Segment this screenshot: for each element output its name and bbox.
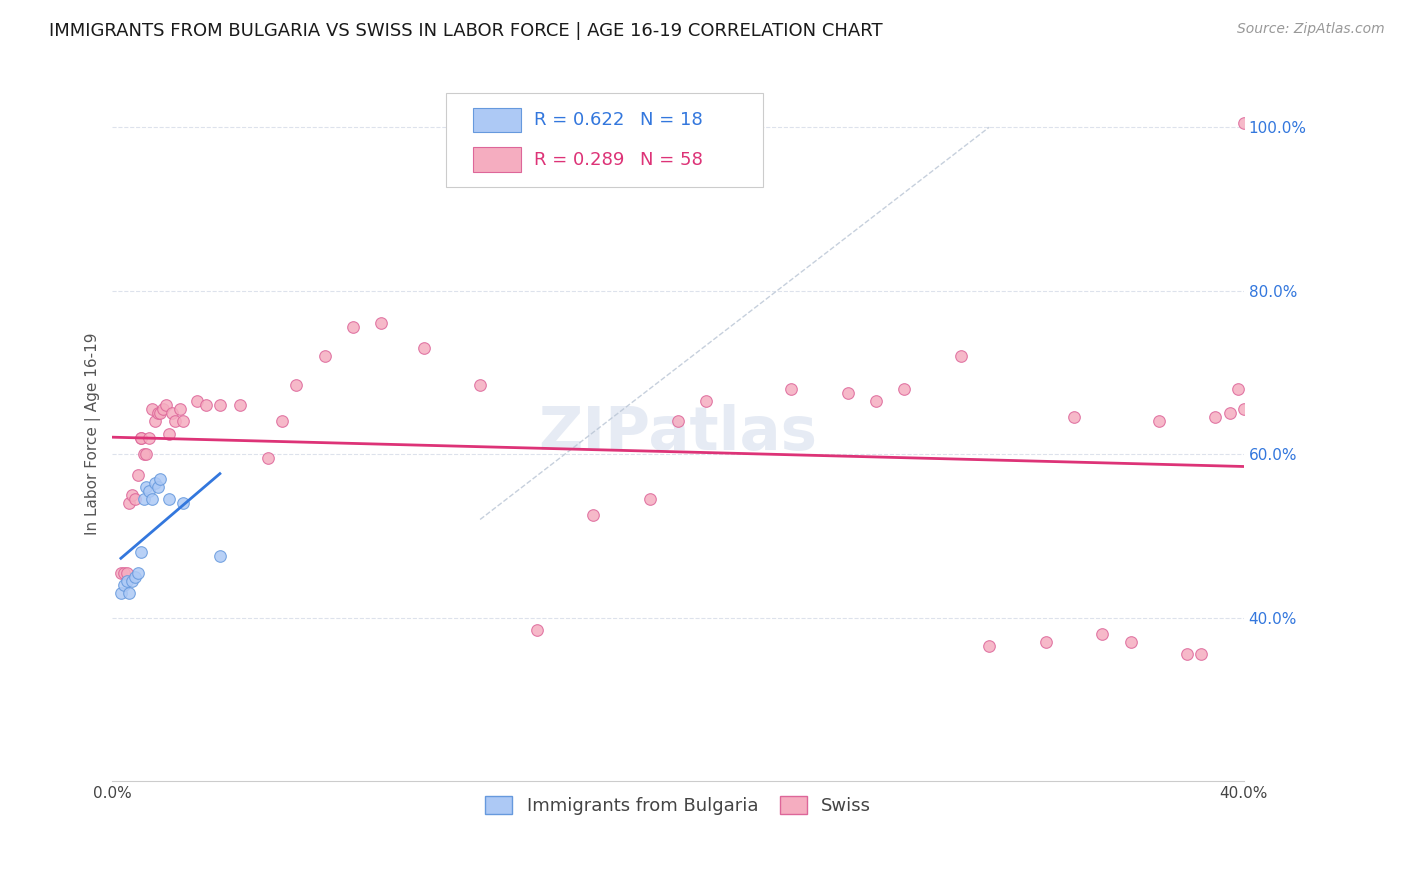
Point xyxy=(127,467,149,482)
Point xyxy=(129,545,152,559)
Point xyxy=(979,639,1001,653)
Point xyxy=(143,414,166,428)
Point xyxy=(157,491,180,506)
Point xyxy=(129,431,152,445)
Point xyxy=(1063,410,1085,425)
Point xyxy=(1035,635,1057,649)
Point xyxy=(129,431,152,445)
Point xyxy=(949,349,972,363)
Point xyxy=(118,586,141,600)
Point xyxy=(121,574,143,588)
Point xyxy=(582,508,605,523)
Point xyxy=(666,414,689,428)
Point xyxy=(837,385,859,400)
Point xyxy=(124,570,146,584)
Point xyxy=(1227,382,1250,396)
Point xyxy=(1091,627,1114,641)
Point xyxy=(314,349,336,363)
Point xyxy=(149,472,172,486)
Point xyxy=(526,623,548,637)
Point xyxy=(1189,648,1212,662)
Text: ZIPatlas: ZIPatlas xyxy=(538,404,818,463)
Point xyxy=(141,402,163,417)
FancyBboxPatch shape xyxy=(446,94,763,187)
Point xyxy=(115,574,138,588)
Point xyxy=(163,414,186,428)
Point xyxy=(146,406,169,420)
Point xyxy=(1219,406,1241,420)
Point xyxy=(155,398,177,412)
Point xyxy=(695,394,717,409)
Point xyxy=(228,398,250,412)
Point xyxy=(132,447,155,461)
Point xyxy=(112,578,135,592)
Point xyxy=(468,377,491,392)
Point xyxy=(186,394,208,409)
Point xyxy=(138,483,160,498)
Point xyxy=(271,414,294,428)
Point xyxy=(141,491,163,506)
Point xyxy=(208,398,231,412)
Point xyxy=(115,566,138,580)
Point xyxy=(1147,414,1170,428)
Point xyxy=(370,317,392,331)
Point xyxy=(135,480,157,494)
Point xyxy=(118,496,141,510)
Point xyxy=(1175,648,1198,662)
Point xyxy=(121,488,143,502)
FancyBboxPatch shape xyxy=(474,147,520,172)
Text: N = 18: N = 18 xyxy=(640,111,703,128)
Point xyxy=(342,320,364,334)
Point xyxy=(127,566,149,580)
Point xyxy=(257,451,280,466)
Text: R = 0.289: R = 0.289 xyxy=(534,151,624,169)
Text: IMMIGRANTS FROM BULGARIA VS SWISS IN LABOR FORCE | AGE 16-19 CORRELATION CHART: IMMIGRANTS FROM BULGARIA VS SWISS IN LAB… xyxy=(49,22,883,40)
Point xyxy=(152,402,174,417)
Point xyxy=(132,491,155,506)
Point xyxy=(865,394,887,409)
Point xyxy=(1205,410,1227,425)
Point xyxy=(124,491,146,506)
Point xyxy=(112,566,135,580)
Point xyxy=(638,491,661,506)
Point xyxy=(172,496,194,510)
Point xyxy=(194,398,217,412)
Point xyxy=(169,402,191,417)
Text: R = 0.622: R = 0.622 xyxy=(534,111,624,128)
Point xyxy=(146,480,169,494)
Point xyxy=(285,377,308,392)
Point xyxy=(110,586,132,600)
Text: N = 58: N = 58 xyxy=(640,151,703,169)
Text: Source: ZipAtlas.com: Source: ZipAtlas.com xyxy=(1237,22,1385,37)
Point xyxy=(157,426,180,441)
Point xyxy=(412,341,434,355)
Legend: Immigrants from Bulgaria, Swiss: Immigrants from Bulgaria, Swiss xyxy=(477,787,880,824)
Point xyxy=(208,549,231,564)
Point xyxy=(110,566,132,580)
Point xyxy=(143,475,166,490)
Point xyxy=(135,447,157,461)
Point xyxy=(172,414,194,428)
Point xyxy=(1233,402,1256,417)
Point xyxy=(149,406,172,420)
FancyBboxPatch shape xyxy=(474,108,520,132)
Point xyxy=(138,431,160,445)
Y-axis label: In Labor Force | Age 16-19: In Labor Force | Age 16-19 xyxy=(86,333,101,535)
Point xyxy=(1233,116,1256,130)
Point xyxy=(780,382,803,396)
Point xyxy=(1119,635,1142,649)
Point xyxy=(160,406,183,420)
Point xyxy=(893,382,915,396)
